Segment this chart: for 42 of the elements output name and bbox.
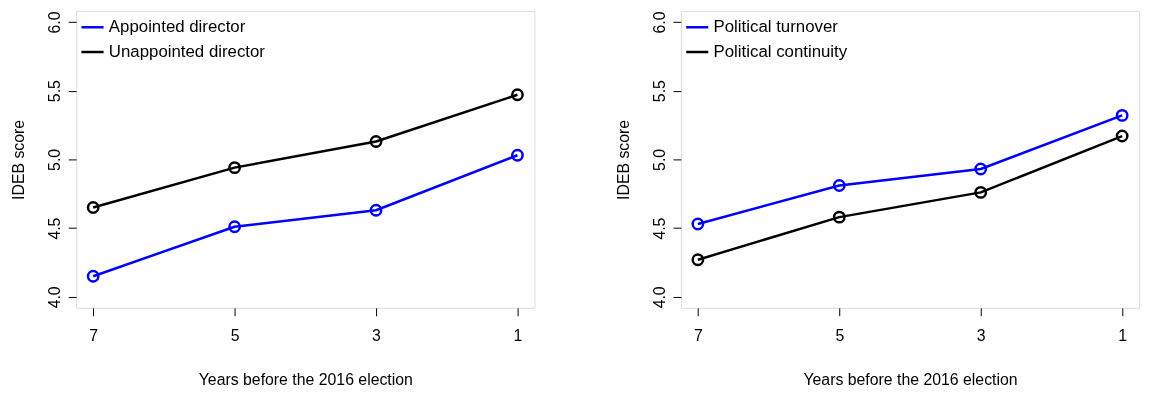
point	[974, 162, 988, 176]
x-tick-label: 7	[89, 327, 99, 344]
x-tick-label: 3	[372, 327, 382, 344]
x-tick-label: 7	[693, 327, 703, 344]
y-tick-label: 6.0	[45, 11, 63, 34]
y-tick-label: 5.0	[45, 148, 63, 171]
x-tick-label: 1	[1118, 327, 1128, 344]
point	[691, 253, 705, 267]
x-tick-label: 5	[835, 327, 845, 344]
x-tick-label: 5	[230, 327, 240, 344]
y-tick-label: 6.0	[650, 11, 668, 34]
point	[832, 179, 846, 192]
point	[832, 210, 846, 224]
point	[511, 88, 524, 102]
y-tick-label: 5.5	[650, 79, 668, 103]
y-tick-label: 5.0	[650, 148, 668, 171]
point	[1115, 129, 1129, 143]
point	[228, 161, 242, 175]
y-tick-label: 4.0	[650, 286, 668, 309]
point	[228, 220, 242, 234]
x-axis-title: Years before the 2016 election	[803, 370, 1018, 388]
x-tick-label: 3	[976, 327, 986, 344]
point	[86, 201, 100, 214]
legend-label: Political continuity	[713, 41, 848, 61]
y-tick-label: 5.5	[45, 79, 63, 103]
point	[511, 148, 524, 162]
x-tick-label: 1	[513, 327, 523, 344]
point	[974, 185, 988, 199]
y-tick-label: 4.5	[650, 217, 668, 240]
point	[1115, 108, 1129, 122]
legend-label: Appointed director	[108, 17, 246, 37]
y-axis-title: IDEB score	[10, 119, 28, 200]
point	[369, 135, 383, 148]
y-axis-title: IDEB score	[614, 119, 632, 200]
legend-label: Political turnover	[713, 17, 839, 37]
x-axis-title: Years before the 2016 election	[198, 370, 413, 388]
point	[691, 217, 705, 231]
legend-label: Unappointed director	[108, 41, 266, 61]
point	[86, 269, 100, 283]
point	[369, 203, 383, 217]
y-tick-label: 4.5	[45, 217, 63, 240]
y-tick-label: 4.0	[45, 286, 63, 309]
